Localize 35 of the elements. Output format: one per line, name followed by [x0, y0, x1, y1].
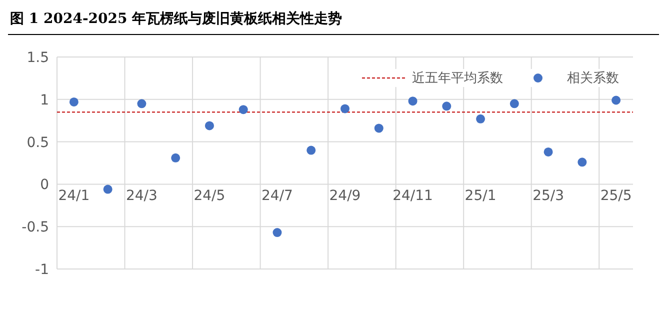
y-tick-label: 0.5	[26, 134, 49, 151]
chart-title: 图 1 2024-2025 年瓦楞纸与废旧黄板纸相关性走势	[8, 8, 659, 35]
point	[306, 146, 316, 155]
point	[171, 153, 180, 162]
y-tick-label: 1	[40, 92, 49, 108]
point	[340, 104, 350, 114]
x-tick-label: 24/9	[329, 188, 361, 204]
x-tick-label: 24/1	[58, 188, 90, 204]
y-tick-label: 1.5	[26, 50, 49, 66]
point	[442, 102, 452, 111]
x-tick-label: 25/3	[532, 188, 564, 204]
point	[612, 96, 621, 105]
point	[69, 97, 78, 106]
point	[544, 147, 553, 156]
point	[408, 96, 418, 106]
x-tick-label: 24/11	[392, 188, 433, 204]
point	[204, 121, 214, 130]
x-tick-label: 25/5	[600, 188, 632, 204]
point	[137, 99, 146, 108]
point	[510, 99, 519, 108]
y-tick-label: 0	[40, 177, 49, 194]
point	[578, 158, 587, 167]
x-tick-label: 25/1	[464, 188, 496, 204]
point	[238, 105, 248, 114]
point	[103, 184, 112, 194]
point	[374, 124, 384, 133]
x-tick-label: 24/5	[194, 188, 226, 204]
legend-label: 近五年平均系数	[411, 70, 503, 87]
legend-label: 相关系数	[566, 70, 619, 87]
x-tick-label: 24/3	[126, 188, 158, 204]
point	[476, 114, 486, 124]
y-tick-label: -1	[35, 262, 49, 278]
point	[272, 228, 282, 238]
y-tick-label: -0.5	[22, 220, 49, 236]
x-tick-label: 24/7	[262, 188, 293, 204]
